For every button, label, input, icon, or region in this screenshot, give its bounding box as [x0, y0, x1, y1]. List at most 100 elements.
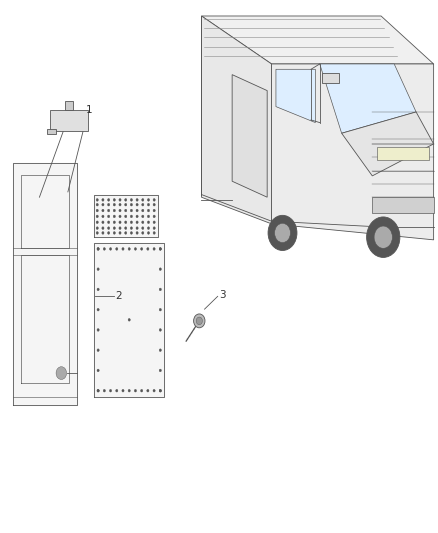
Circle shape	[147, 227, 149, 229]
Circle shape	[124, 227, 127, 229]
Circle shape	[159, 288, 161, 291]
Polygon shape	[320, 64, 416, 133]
Circle shape	[147, 232, 149, 235]
Circle shape	[147, 221, 149, 224]
Circle shape	[116, 247, 118, 250]
Circle shape	[159, 247, 161, 250]
Circle shape	[113, 199, 115, 201]
Circle shape	[153, 204, 155, 206]
Circle shape	[97, 389, 99, 392]
Text: 2: 2	[115, 291, 122, 301]
Polygon shape	[94, 243, 164, 397]
Circle shape	[96, 227, 98, 229]
Circle shape	[97, 247, 99, 250]
Circle shape	[96, 199, 98, 201]
Polygon shape	[94, 195, 158, 237]
Circle shape	[159, 328, 161, 331]
Circle shape	[96, 204, 98, 206]
Circle shape	[159, 369, 161, 372]
Circle shape	[153, 389, 155, 392]
Circle shape	[102, 221, 104, 224]
Circle shape	[107, 215, 110, 217]
Circle shape	[119, 204, 121, 206]
Text: 1: 1	[85, 106, 92, 115]
Circle shape	[134, 247, 137, 250]
Circle shape	[136, 221, 138, 224]
Circle shape	[116, 389, 118, 392]
Circle shape	[110, 247, 112, 250]
Circle shape	[136, 204, 138, 206]
Circle shape	[122, 389, 124, 392]
Circle shape	[97, 288, 99, 291]
Circle shape	[142, 215, 144, 217]
Circle shape	[97, 349, 99, 352]
Circle shape	[97, 389, 99, 392]
FancyBboxPatch shape	[65, 101, 73, 110]
Circle shape	[102, 204, 104, 206]
Circle shape	[153, 247, 155, 250]
Circle shape	[136, 227, 138, 229]
Circle shape	[147, 389, 149, 392]
Circle shape	[103, 247, 106, 250]
Circle shape	[147, 247, 149, 250]
Circle shape	[97, 247, 99, 250]
Circle shape	[102, 227, 104, 229]
Circle shape	[131, 215, 132, 217]
Circle shape	[142, 227, 144, 229]
Circle shape	[113, 209, 115, 212]
Polygon shape	[232, 75, 267, 197]
Circle shape	[97, 308, 99, 311]
FancyBboxPatch shape	[322, 73, 339, 83]
Circle shape	[153, 227, 155, 229]
Polygon shape	[13, 163, 77, 405]
Circle shape	[107, 204, 110, 206]
Circle shape	[119, 221, 121, 224]
Circle shape	[159, 247, 161, 250]
Circle shape	[196, 317, 202, 325]
Circle shape	[153, 209, 155, 212]
Circle shape	[110, 389, 112, 392]
Circle shape	[113, 232, 115, 235]
Circle shape	[134, 389, 137, 392]
Circle shape	[136, 209, 138, 212]
Circle shape	[275, 223, 290, 243]
Text: 3: 3	[219, 290, 226, 300]
Circle shape	[119, 209, 121, 212]
Circle shape	[124, 199, 127, 201]
Polygon shape	[342, 112, 434, 176]
Circle shape	[142, 199, 144, 201]
Circle shape	[268, 215, 297, 251]
Circle shape	[97, 268, 99, 271]
Circle shape	[113, 215, 115, 217]
Circle shape	[97, 369, 99, 372]
Circle shape	[142, 204, 144, 206]
Circle shape	[136, 215, 138, 217]
Circle shape	[153, 215, 155, 217]
Circle shape	[367, 217, 400, 257]
Circle shape	[128, 247, 130, 250]
Circle shape	[153, 232, 155, 235]
Circle shape	[159, 308, 161, 311]
Circle shape	[122, 247, 124, 250]
Circle shape	[119, 227, 121, 229]
Circle shape	[107, 227, 110, 229]
Circle shape	[102, 232, 104, 235]
Circle shape	[119, 215, 121, 217]
Circle shape	[119, 199, 121, 201]
Circle shape	[142, 232, 144, 235]
Circle shape	[131, 209, 132, 212]
Circle shape	[128, 318, 130, 321]
Circle shape	[147, 199, 149, 201]
Circle shape	[159, 268, 161, 271]
FancyBboxPatch shape	[47, 129, 56, 134]
FancyBboxPatch shape	[377, 147, 429, 160]
Circle shape	[56, 367, 67, 379]
Circle shape	[131, 221, 132, 224]
Polygon shape	[201, 16, 434, 64]
Circle shape	[107, 232, 110, 235]
Circle shape	[113, 204, 115, 206]
Polygon shape	[272, 64, 434, 240]
Circle shape	[128, 389, 130, 392]
FancyBboxPatch shape	[50, 110, 88, 131]
Circle shape	[374, 226, 392, 248]
